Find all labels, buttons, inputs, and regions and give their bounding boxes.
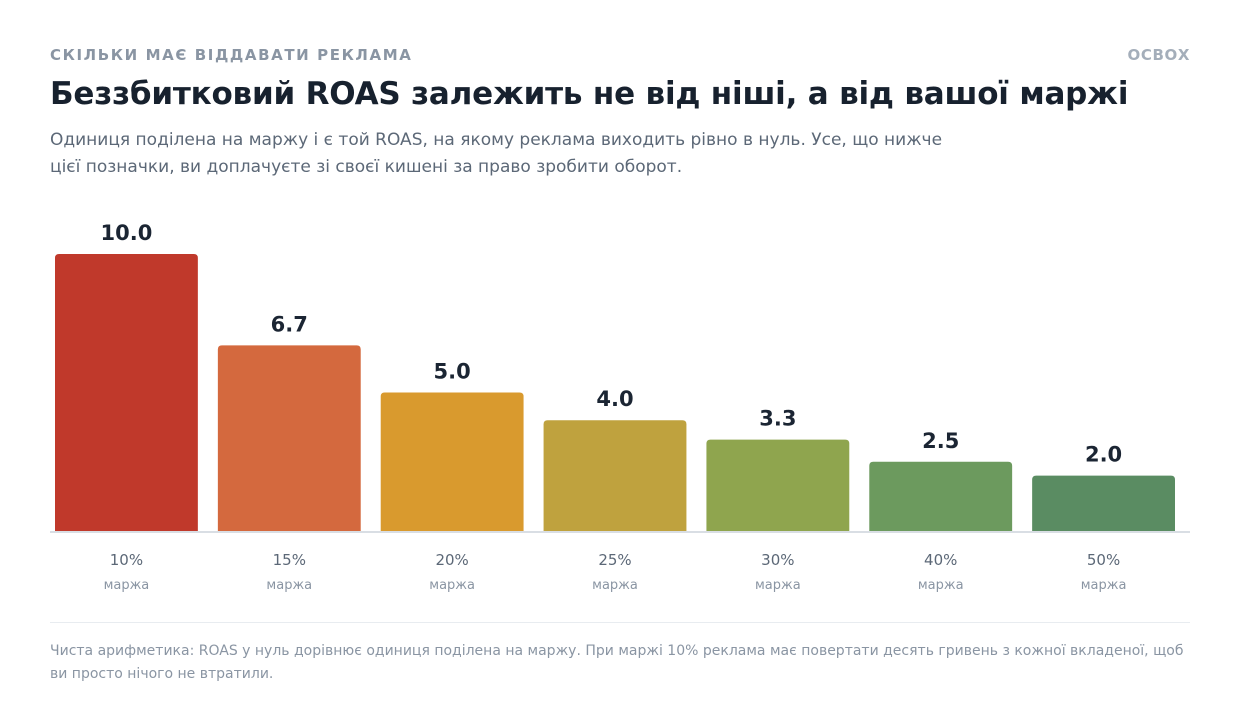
category-label: 20% xyxy=(435,551,468,569)
category-label: 15% xyxy=(273,551,306,569)
footer-divider xyxy=(50,622,1190,623)
bar-value-label: 4.0 xyxy=(596,387,633,411)
category-label: 50% xyxy=(1087,551,1120,569)
eyebrow-label: Скільки має віддавати реклама xyxy=(50,46,413,64)
category-sublabel: маржа xyxy=(104,578,150,593)
category-sublabel: маржа xyxy=(755,578,801,593)
page-subtitle: Одиниця поділена на маржу і є той ROAS, … xyxy=(50,130,943,177)
category-sublabel: маржа xyxy=(592,578,638,593)
category-sublabel: маржа xyxy=(918,578,964,593)
category-label: 40% xyxy=(924,551,957,569)
category-label: 10% xyxy=(110,551,143,569)
category-label: 25% xyxy=(598,551,631,569)
bar-value-label: 5.0 xyxy=(434,360,471,384)
bar-value-label: 10.0 xyxy=(101,221,153,245)
bar xyxy=(869,461,1013,531)
page-title: Беззбитковий ROAS залежить не від ніші, … xyxy=(50,76,1129,112)
bar-value-label: 2.5 xyxy=(922,429,959,453)
category-sublabel: маржа xyxy=(429,578,475,593)
bar-value-label: 6.7 xyxy=(271,312,308,336)
category-label: 30% xyxy=(761,551,794,569)
bar xyxy=(217,345,361,531)
category-sublabel: маржа xyxy=(1081,578,1127,593)
brand-logo: ОСВОХ xyxy=(1127,46,1190,64)
bar-value-label: 3.3 xyxy=(759,407,796,431)
bar xyxy=(55,254,198,531)
bar xyxy=(380,392,524,531)
category-sublabel: маржа xyxy=(266,578,312,593)
bar xyxy=(706,439,850,531)
footnote: Чиста арифметика: ROAS у нуль дорівнює о… xyxy=(50,643,1184,682)
bar-value-label: 2.0 xyxy=(1085,443,1122,467)
bar xyxy=(543,420,687,531)
bar xyxy=(1032,475,1175,531)
